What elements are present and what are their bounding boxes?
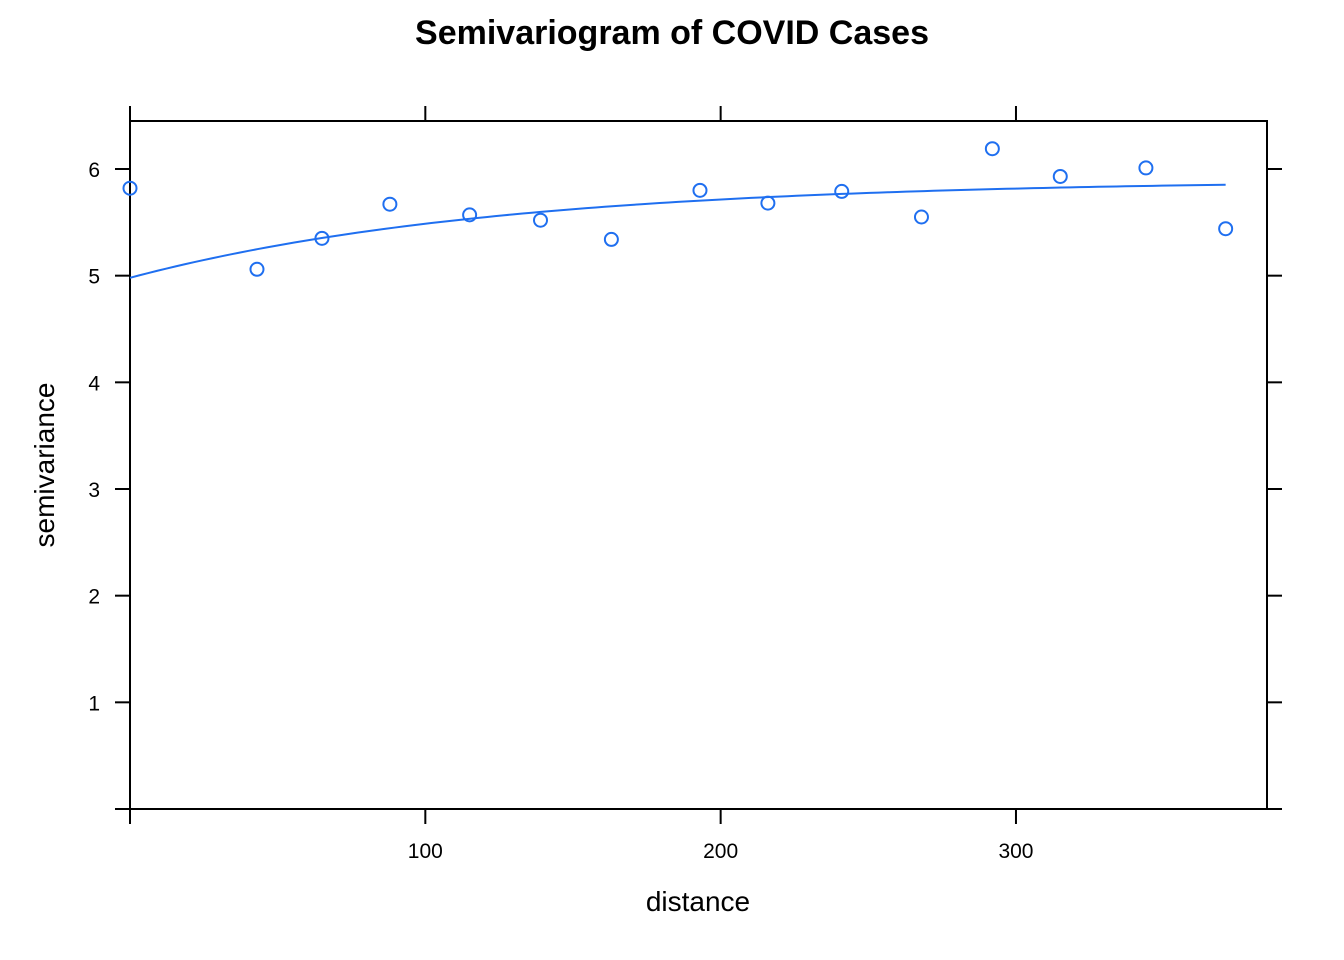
- data-point: [692, 182, 708, 198]
- plot-frame: [129, 120, 1268, 810]
- fitted-variogram-line: [129, 183, 1226, 279]
- data-point: [533, 212, 549, 228]
- y-tick-label: 4: [88, 372, 100, 395]
- y-tick-label: 2: [88, 586, 100, 609]
- data-point: [122, 180, 138, 196]
- x-tick-label: 300: [998, 840, 1033, 863]
- axis-ticks: [115, 106, 1282, 824]
- data-point: [984, 141, 1000, 157]
- data-point: [760, 195, 776, 211]
- data-point: [603, 231, 619, 247]
- data-point: [1052, 168, 1068, 184]
- data-point: [382, 196, 398, 212]
- x-axis-label: distance: [646, 886, 750, 917]
- y-tick-label: 5: [88, 266, 100, 289]
- axis-tick-labels: 100 200 300 1 2 3 4 5 6: [88, 159, 1033, 863]
- data-points: [122, 141, 1234, 277]
- data-point: [249, 261, 265, 277]
- data-point: [1138, 160, 1154, 176]
- data-point: [314, 230, 330, 246]
- x-tick-label: 200: [703, 840, 738, 863]
- y-tick-label: 3: [88, 479, 100, 502]
- data-point: [913, 209, 929, 225]
- data-point: [1218, 221, 1234, 237]
- x-tick-label: 100: [408, 840, 443, 863]
- data-point: [834, 183, 850, 199]
- y-tick-label: 6: [88, 159, 100, 182]
- chart-title: Semivariogram of COVID Cases: [415, 14, 929, 52]
- data-point: [462, 207, 478, 223]
- y-axis-label: semivariance: [29, 383, 60, 548]
- y-tick-label: 1: [88, 692, 100, 715]
